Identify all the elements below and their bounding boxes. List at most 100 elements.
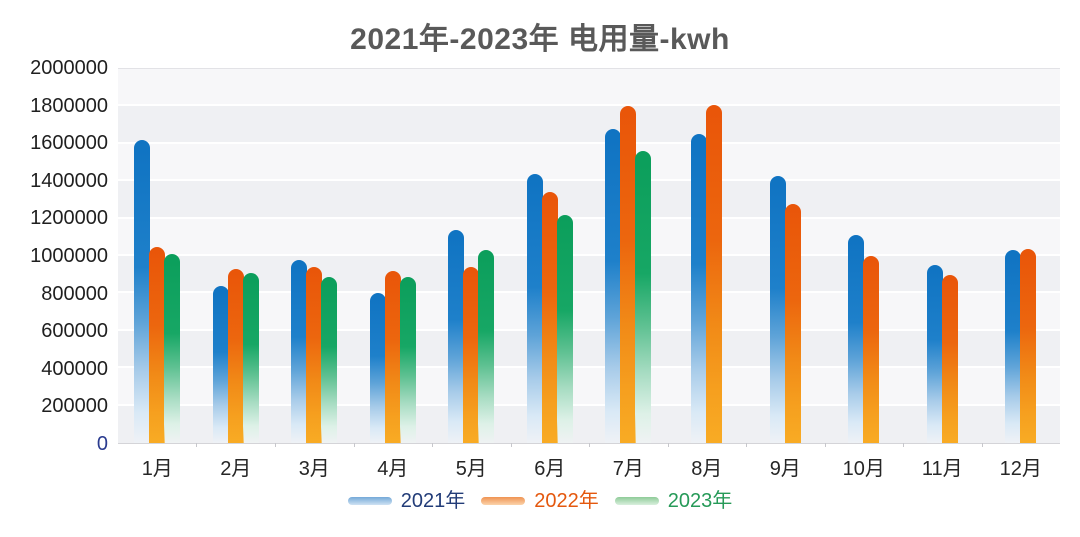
- bar-2022年-6月: [541, 192, 558, 443]
- y-axis: 2000000 1800000 1600000 1400000 1200000 10000…: [0, 58, 108, 454]
- bar-2022年-9月: [784, 203, 801, 443]
- bar-2022年-2月: [227, 269, 244, 443]
- legend-item-2021年: 2021年: [347, 490, 466, 512]
- month-slot-2月: [197, 69, 276, 443]
- x-axis-tick: [274, 443, 276, 447]
- y-tick-label: 200000: [41, 395, 108, 418]
- month-slot-5月: [432, 69, 511, 443]
- grid-band: [118, 106, 1060, 144]
- bar-2022年-7月: [620, 106, 637, 443]
- bar-2023年-3月: [321, 276, 338, 443]
- x-axis-tick: [903, 443, 904, 447]
- month-slot-1月: [118, 69, 197, 443]
- bar-2021年-1月: [134, 140, 151, 443]
- x-tick-label-5月: 5月: [455, 458, 487, 480]
- legend-swatch-2022年: [481, 497, 526, 505]
- x-tick-label-8月: 8月: [691, 458, 723, 480]
- bar-2021年-5月: [448, 229, 465, 443]
- bar-2023年-6月: [556, 214, 573, 443]
- grid-band: [118, 293, 1060, 331]
- x-axis: 1月 2月 3月 4月 5月 6月 7月 8月 9月 10月 11月 12月: [118, 452, 1060, 481]
- x-tick-label-7月: 7月: [612, 458, 644, 480]
- grid-band: [118, 143, 1060, 182]
- grid-band: [118, 218, 1060, 256]
- grid-band: [118, 330, 1060, 369]
- month-slot-8月: [668, 69, 747, 443]
- y-tick-label: 1200000: [30, 207, 108, 230]
- x-tick-label-3月: 3月: [298, 458, 330, 480]
- bar-2023年-1月: [164, 254, 181, 443]
- x-axis-tick: [589, 443, 590, 447]
- bar-2021年-7月: [605, 128, 622, 443]
- x-tick-label-2月: 2月: [220, 458, 252, 480]
- month-slot-11月: [903, 69, 982, 443]
- x-axis-tick: [431, 443, 433, 447]
- bar-2021年-2月: [212, 285, 229, 443]
- bar-2023年-7月: [635, 151, 652, 443]
- y-tick-label: 400000: [41, 357, 108, 380]
- bar-2022年-3月: [306, 267, 323, 443]
- x-axis-tick: [667, 443, 669, 447]
- bar-groups: [118, 69, 1061, 447]
- x-axis-tick: [353, 443, 355, 447]
- x-axis-tick: [510, 443, 512, 447]
- month-slot-3月: [275, 69, 354, 443]
- bar-2022年-5月: [463, 267, 480, 443]
- y-tick-label: 600000: [41, 320, 108, 343]
- grid-band: [118, 69, 1060, 107]
- bar-2022年-1月: [149, 246, 166, 443]
- bar-2021年-12月: [1005, 250, 1022, 443]
- grid-bands: [118, 69, 1060, 443]
- y-tick-label: 0: [96, 433, 108, 455]
- month-slot-6月: [511, 69, 590, 443]
- bar-2022年-12月: [1020, 248, 1037, 443]
- legend-label-2023年: 2023年: [667, 490, 733, 512]
- legend-label-2021年: 2021年: [400, 490, 466, 512]
- month-slot-12月: [982, 69, 1061, 443]
- grid-band: [118, 368, 1060, 406]
- legend-swatch-2023年: [614, 497, 659, 505]
- x-tick-label-6月: 6月: [534, 458, 566, 480]
- bar-2021年-3月: [291, 259, 308, 443]
- legend-item-2023年: 2023年: [614, 490, 733, 512]
- x-tick-label-10月: 10月: [842, 458, 885, 480]
- month-slot-9月: [746, 69, 825, 443]
- x-axis-tick: [824, 443, 826, 447]
- bar-2023年-5月: [478, 250, 495, 443]
- x-tick-label-11月: 11月: [921, 458, 963, 480]
- y-tick-label: 2000000: [30, 57, 108, 79]
- bar-2022年-8月: [706, 104, 723, 443]
- bar-2023年-2月: [242, 272, 259, 443]
- bar-2021年-10月: [848, 235, 865, 443]
- x-tick-label-12月: 12月: [999, 458, 1042, 480]
- legend: 2021年 2022年 2023年: [0, 491, 1080, 511]
- bar-2022年-10月: [863, 256, 880, 443]
- month-slot-7月: [589, 69, 668, 443]
- legend-label-2022年: 2022年: [534, 490, 599, 512]
- bar-2023年-4月: [399, 276, 416, 443]
- y-tick-label: 1800000: [30, 94, 108, 117]
- y-tick-label: 1000000: [30, 245, 108, 267]
- x-axis-tick: [745, 443, 747, 447]
- y-tick-label: 1600000: [30, 132, 108, 155]
- bar-2021年-9月: [769, 175, 786, 443]
- bar-2021年-4月: [369, 293, 386, 443]
- bar-2022年-11月: [941, 274, 958, 443]
- bar-2022年-4月: [384, 270, 401, 443]
- chart-title: 2021年-2023年 电用量-kwh: [350, 23, 730, 56]
- x-tick-label-4月: 4月: [377, 458, 409, 480]
- y-tick-label: 1400000: [30, 169, 108, 192]
- grid-band: [118, 181, 1060, 219]
- plot-area: [118, 68, 1061, 447]
- x-axis-tick: [981, 443, 983, 447]
- legend-item-2022年: 2022年: [481, 491, 599, 511]
- grid-band: [118, 405, 1060, 443]
- x-axis-tick: [196, 443, 198, 447]
- bar-2021年-8月: [691, 134, 708, 443]
- bar-2021年-6月: [526, 173, 543, 443]
- month-slot-4月: [354, 69, 433, 443]
- legend-swatch-2021年: [347, 497, 392, 505]
- x-tick-label-1月: 1月: [141, 458, 173, 480]
- x-tick-label-9月: 9月: [769, 458, 801, 480]
